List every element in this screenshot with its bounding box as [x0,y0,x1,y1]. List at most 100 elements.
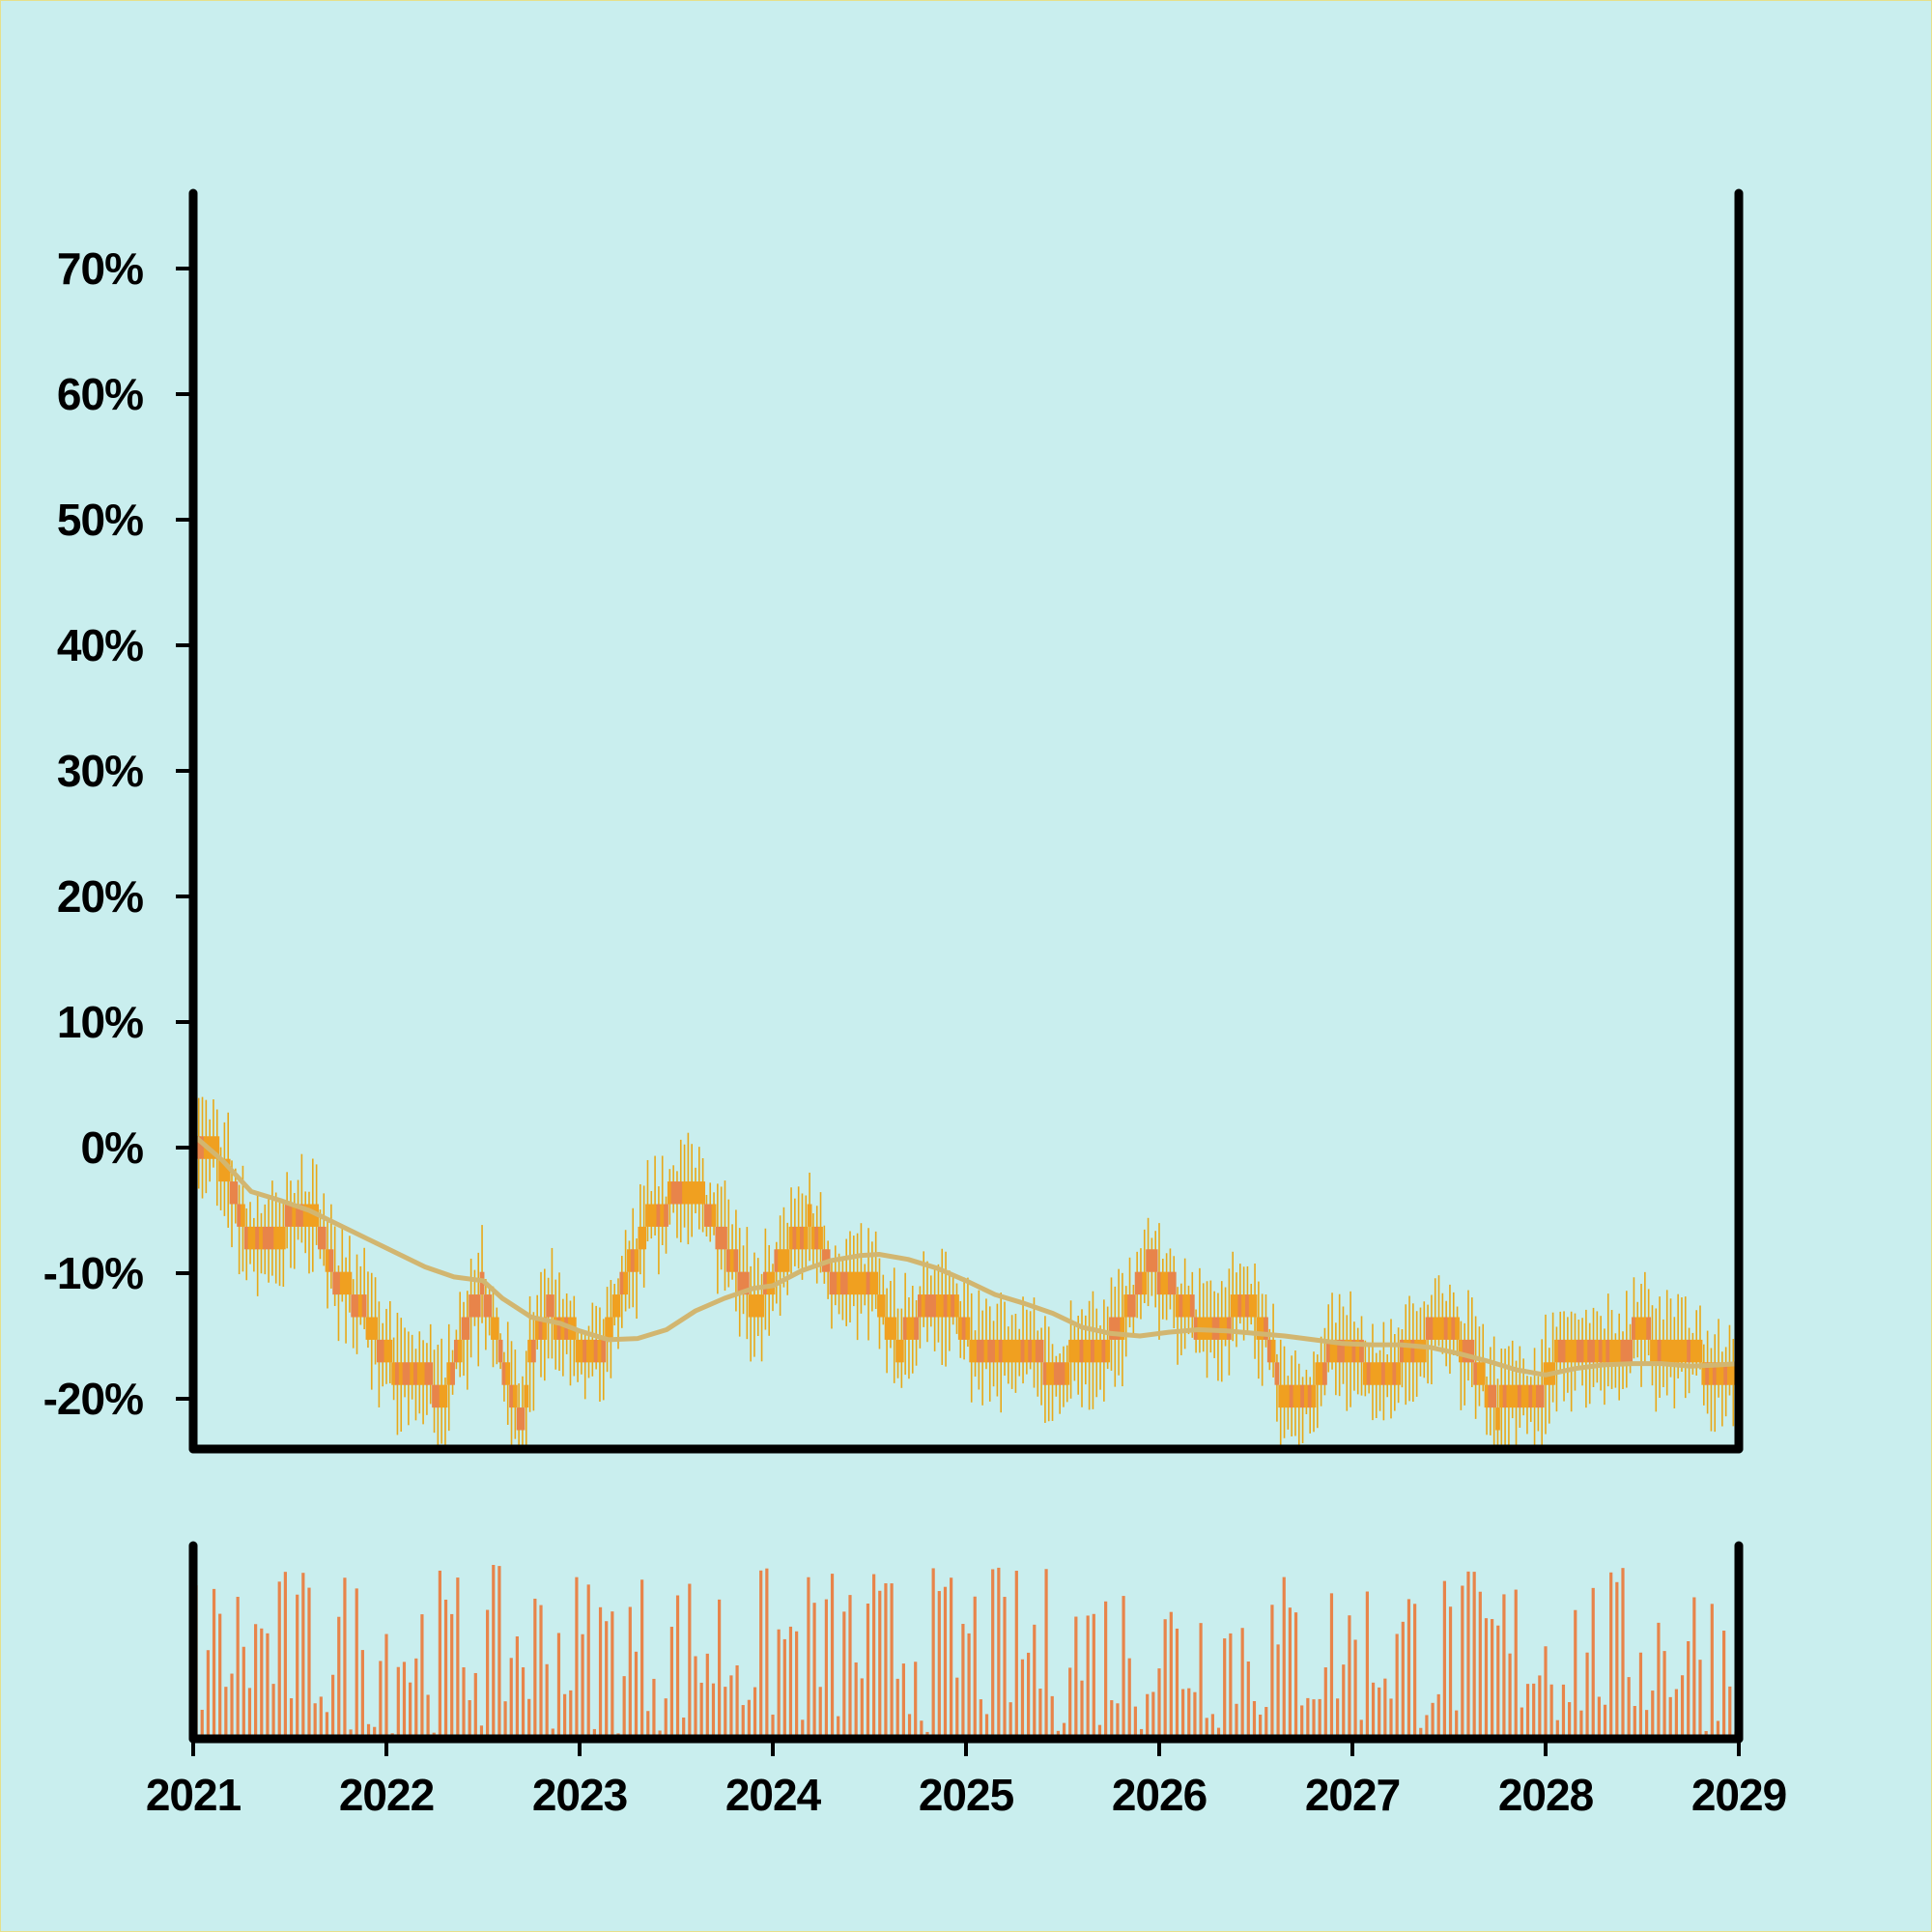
candle-body [1091,1339,1095,1363]
candle-body [928,1294,934,1318]
volume-bar [824,1599,828,1739]
volume-bar [1210,1714,1214,1739]
candle-body [1348,1339,1353,1363]
candle-body [1388,1362,1394,1385]
candle-body [1425,1317,1431,1340]
candle-body [1520,1384,1526,1408]
candle-body [704,1204,709,1227]
volume-bar [1062,1722,1066,1739]
candle-body [237,1204,242,1227]
candle-body [318,1226,323,1250]
candle-body [325,1249,330,1272]
candle-body [1609,1339,1614,1363]
candle-body [737,1271,743,1295]
candle-body [1333,1339,1339,1363]
candle-body [494,1317,499,1340]
candle-body [241,1204,245,1227]
candle-body [1120,1317,1125,1340]
candle-body [453,1339,459,1363]
candle-body [951,1294,956,1318]
candle-body [1057,1362,1063,1385]
candle-body [1319,1362,1324,1385]
volume-bar [1413,1604,1417,1739]
candle-body [214,1136,220,1159]
candle-body [608,1317,613,1340]
x-tick-label: 2027 [1305,1770,1400,1820]
candle-body [762,1271,768,1295]
candle-body [987,1339,993,1363]
volume-bar [682,1717,686,1739]
volume-bar [1216,1727,1221,1739]
volume-bar [1181,1689,1185,1739]
candle-body [833,1271,838,1295]
volume-bar [634,1651,639,1739]
candle-body [1653,1339,1659,1363]
candle-body [391,1362,397,1385]
volume-bar [611,1611,614,1739]
candle-body [627,1249,632,1272]
candle-body [365,1317,371,1340]
candle-body [597,1339,603,1363]
volume-bar [486,1609,490,1739]
volume-bar [443,1599,448,1739]
candle-body [1480,1362,1486,1385]
volume-bar [426,1694,430,1739]
candle-body [615,1294,621,1318]
candle-body [255,1226,261,1250]
x-tick-label: 2025 [919,1770,1014,1820]
volume-bar [991,1569,995,1739]
volume-bar [1520,1707,1523,1739]
volume-bar [420,1614,424,1739]
candle-body [1400,1339,1405,1363]
candle-body [1594,1339,1600,1363]
candle-body [357,1294,363,1318]
candle-body [641,1226,647,1250]
candle-body [310,1204,316,1227]
candle-body [538,1317,544,1340]
volume-bar [735,1664,739,1739]
candle-body [630,1249,636,1272]
candle-body [729,1249,735,1272]
volume-bar [640,1579,644,1739]
candle-body [1554,1339,1559,1363]
candle-body [1006,1339,1011,1363]
volume-bar [753,1687,757,1739]
volume-bar [907,1714,912,1739]
candle-body [1296,1384,1302,1408]
volume-bar [1508,1653,1512,1739]
candle-body [1632,1317,1636,1340]
candle-body [1495,1407,1500,1431]
volume-bar [984,1714,989,1739]
candle-body [619,1271,625,1295]
volume-bar [759,1570,763,1739]
volume-bar [1068,1667,1072,1739]
candle-body [1134,1271,1140,1295]
candle-body [976,1339,981,1363]
volume-bar [967,1633,971,1739]
y-tick-label: 10% [57,997,143,1047]
volume-bar [247,1688,252,1739]
volume-bar [920,1720,923,1739]
candle-body [1179,1294,1184,1318]
volume-bar [1009,1702,1012,1739]
candle-body [818,1226,823,1250]
volume-bar [771,1714,775,1739]
volume-bar [1193,1691,1197,1739]
candle-body [582,1339,588,1363]
candle-body [1241,1294,1247,1318]
candle-body [1510,1384,1516,1408]
volume-bar [1651,1690,1655,1739]
volume-bar [1568,1702,1572,1739]
candle-body [439,1384,444,1408]
volume-bar [254,1624,258,1739]
volume-bar [1633,1705,1636,1739]
volume-bar [581,1634,584,1739]
candle-body [556,1317,562,1340]
volume-bar [837,1716,840,1739]
candle-body [1492,1384,1497,1408]
candle-body [837,1271,841,1295]
volume-bar [711,1683,716,1739]
candle-body [306,1204,312,1227]
x-tick-label: 2024 [725,1770,822,1820]
volume-bar [1419,1727,1423,1739]
